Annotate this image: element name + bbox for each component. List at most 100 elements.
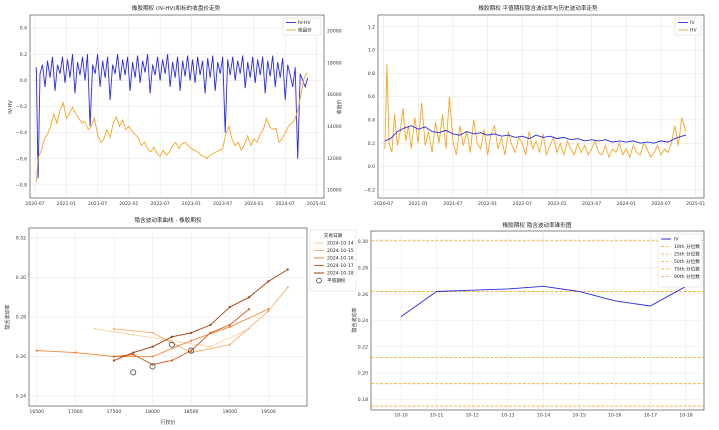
chart4-xtick: 10-16: [608, 413, 621, 419]
chart3-series-point: [228, 343, 231, 346]
chart3-xtick: 17500: [107, 409, 122, 415]
chart3-series-point: [209, 345, 212, 348]
chart3-series-point: [132, 351, 135, 354]
chart4-ytick: 0.28: [358, 265, 368, 271]
chart1-ytick-left: 0.4: [20, 26, 27, 32]
chart3-ytick: 0.24: [16, 394, 26, 400]
chart3-series-point: [170, 339, 173, 342]
chart4-legend-percentile-label: 25th 分位数: [674, 251, 700, 258]
chart3-series-point: [151, 355, 154, 358]
chart1-ytick-right: 20000: [327, 29, 342, 35]
chart3-series-point: [151, 345, 154, 348]
chart2-ytick: 0.2: [368, 141, 375, 147]
chart3-series: [35, 268, 289, 376]
chart3-xlabel: 行权价: [160, 419, 175, 426]
chart3-series-point: [93, 327, 96, 330]
chart3-atm-marker: [130, 369, 137, 376]
chart4-ytick: 0.26: [358, 292, 368, 298]
chart3-atm-marker: [149, 363, 156, 370]
chart3-ytick: 0.32: [16, 235, 26, 241]
chart3-xtick: 19500: [261, 409, 276, 415]
chart1-xtick: 2021-01: [57, 201, 76, 207]
chart1-ylabel-left: IV-HV: [8, 100, 14, 114]
chart3-grid: [29, 228, 307, 406]
chart4-legend-percentile-label: 50th 分位数: [674, 258, 700, 265]
chart1-legend: IV-HV 收盘价: [282, 17, 322, 36]
chart3-series-point: [170, 359, 173, 362]
chart2-xtick: 2024-07: [651, 201, 670, 207]
chart3-atm-marker: [188, 347, 195, 354]
chart1-xtick: 2025-01: [307, 201, 326, 207]
chart2-legend-iv: IV: [690, 20, 695, 26]
chart3-title: 隐含波动率曲线 - 橡胶期权: [134, 216, 202, 224]
chart3-series-point: [112, 359, 116, 362]
chart1-xtick: 2023-01: [182, 201, 201, 207]
chart4-series-iv-line: [400, 285, 687, 317]
chart3-series-point: [267, 309, 270, 313]
chart3-ytick: 0.30: [16, 275, 26, 281]
chart3-series-point: [228, 306, 231, 309]
chart2-ytick: 1.0: [368, 48, 375, 54]
chart1-ytick-right: 18000: [327, 60, 342, 66]
chart2-xtick: 2020-07: [374, 201, 393, 207]
chart2-legend-hv: HV: [690, 28, 697, 34]
chart3-series-line: [113, 287, 289, 354]
chart2-xtick: 2023-01: [547, 201, 566, 207]
chart1-xtick: 2020-07: [25, 201, 44, 207]
chart2-frame: [377, 14, 705, 199]
chart2-series: [384, 63, 687, 159]
chart4-series: [371, 239, 704, 407]
chart3-series-point: [151, 331, 154, 334]
chart3-series-point: [112, 327, 116, 330]
chart4-ytick: 0.18: [358, 397, 368, 403]
chart4-legend-percentile-label: 90th 分位数: [674, 273, 700, 280]
chart3-series-point: [286, 286, 289, 289]
chart3-legend-label: 2024-10-17: [327, 263, 354, 269]
chart3-legend: 交易日期 2024-10-142024-10-152024-10-162024-…: [309, 229, 357, 292]
chart2-xtick: 2024-01: [617, 201, 636, 207]
chart3-legend-atm-label: 平值期权: [327, 277, 346, 284]
chart2-series-iv-line: [384, 125, 687, 144]
chart3-legend-title: 交易日期: [324, 232, 343, 239]
chart3-series-point: [35, 349, 38, 352]
chart-iv-hv-price: 橡胶期权 (IV-HV)和标的收盘价走势 2020-07 2021-01 2021-…: [8, 4, 343, 207]
chart3-xtick: 18000: [145, 409, 160, 415]
chart2-ytick: 0.4: [368, 118, 375, 124]
chart3-series-point: [170, 335, 173, 338]
chart1-ytick-left: −0.4: [16, 130, 27, 136]
chart3-series-point: [112, 355, 116, 358]
chart1-ticks: 2020-07 2021-01 2021-07 2022-01 2022-07 2023-…: [16, 26, 342, 207]
chart1-ytick-right: 10000: [327, 188, 342, 194]
chart3-legend-label: 2024-10-18: [327, 271, 354, 277]
chart1-grid: [30, 15, 324, 198]
chart4-ytick: 0.22: [358, 344, 368, 350]
chart2-legend: IV HV: [674, 17, 702, 36]
chart3-atm-marker: [168, 341, 175, 348]
chart3-series-point: [247, 296, 251, 299]
chart3-legend-atm-marker: [316, 277, 322, 284]
chart3-series-point: [190, 349, 193, 352]
chart1-xtick: 2021-07: [88, 201, 107, 207]
chart3-series-point: [74, 351, 77, 354]
chart2-ytick: 0.0: [368, 164, 375, 170]
chart3-legend-label: 2024-10-15: [327, 248, 354, 254]
chart4-legend-iv-label: IV: [674, 237, 679, 243]
chart1-series: [35, 54, 309, 183]
chart1-title: 橡胶期权 (IV-HV)和标的收盘价走势: [132, 4, 221, 12]
chart1-ytick-right: 12000: [327, 156, 342, 162]
chart2-ytick: 1.2: [368, 24, 375, 30]
chart1-series-price-line: [35, 72, 308, 183]
chart-vol-smile: 隐含波动率曲线 - 橡胶期权 16500 17000 17500 18000 18500…: [4, 216, 357, 426]
chart1-ytick-left: −0.6: [16, 156, 27, 162]
chart4-ytick: 0.20: [358, 371, 368, 377]
chart2-xtick: 2025-01: [686, 201, 705, 207]
chart2-xtick: 2022-01: [478, 201, 497, 207]
chart-iv-hv-levels: 橡胶期权 平值期权隐含波动率与历史波动率走势 2020-07 2021-01 202…: [364, 4, 706, 207]
chart2-title: 橡胶期权 平值期权隐含波动率与历史波动率走势: [478, 4, 598, 12]
chart1-legend-iv-hv: IV-HV: [298, 20, 311, 26]
chart2-xtick: 2021-01: [409, 201, 428, 207]
chart2-series-hv-line: [384, 63, 687, 159]
chart4-xtick: 10-11: [430, 413, 443, 419]
chart2-grid: [378, 15, 704, 198]
